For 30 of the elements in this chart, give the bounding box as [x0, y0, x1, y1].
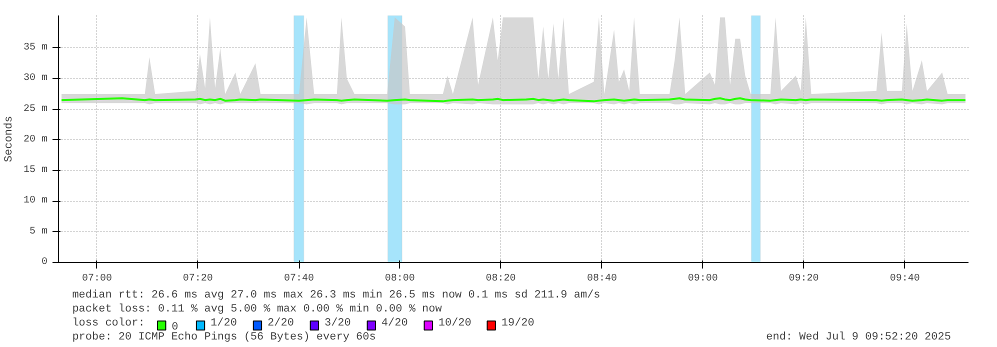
- legend-label: 3/20: [324, 318, 351, 330]
- legend-label: 1/20: [210, 318, 237, 330]
- x-tick-label: 07:40: [284, 274, 314, 284]
- y-tick-label: 15 m: [23, 165, 48, 176]
- x-tick-label: 09:40: [890, 274, 920, 284]
- y-tick-label: 5 m: [29, 226, 48, 238]
- y-tick-label: 30 m: [23, 73, 48, 84]
- x-tick-label: 08:00: [384, 274, 415, 284]
- y-axis-title: Seconds: [3, 116, 16, 162]
- x-tick-label: 08:20: [486, 274, 516, 284]
- y-tick-label: 25 m: [23, 104, 48, 115]
- x-tick-label: 09:00: [688, 274, 718, 284]
- x-tick-label: 07:00: [82, 274, 112, 284]
- legend-label: 19/20: [501, 318, 534, 330]
- y-tick-label: 10 m: [23, 196, 48, 207]
- x-tick-label: 08:40: [586, 274, 617, 284]
- legend-label: 2/20: [268, 318, 294, 330]
- text: packet loss: 0.11 % avg 5.00 % max 0.00 % min 0.00 % now: [72, 304, 442, 316]
- text: median rtt: 26.6 ms avg 27.0 ms max 26.3 ms min 26.5 ms now 0.1 ms sd 211.9 am/s: [72, 290, 600, 302]
- legend-title: loss color:: [72, 318, 145, 330]
- x-tick-label: 07:20: [182, 274, 213, 284]
- legend-label: 4/20: [381, 318, 408, 330]
- legend-label: 0: [172, 322, 178, 334]
- x-tick-label: 09:20: [788, 274, 819, 284]
- y-tick-label: 20 m: [23, 134, 48, 146]
- y-tick-label: 0: [42, 257, 48, 268]
- text: end: Wed Jul 9 09:52:20 2025: [766, 332, 951, 344]
- text: probe: 20 ICMP Echo Pings (56 Bytes) every 60s: [72, 332, 376, 344]
- y-tick-label: 35 m: [23, 42, 48, 54]
- legend-label: 10/20: [438, 318, 472, 330]
